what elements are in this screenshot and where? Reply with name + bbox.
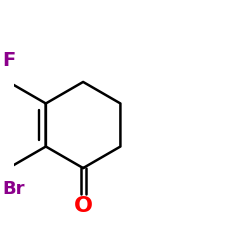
Text: F: F (2, 52, 15, 70)
Text: O: O (74, 196, 92, 216)
Text: Br: Br (2, 180, 24, 198)
